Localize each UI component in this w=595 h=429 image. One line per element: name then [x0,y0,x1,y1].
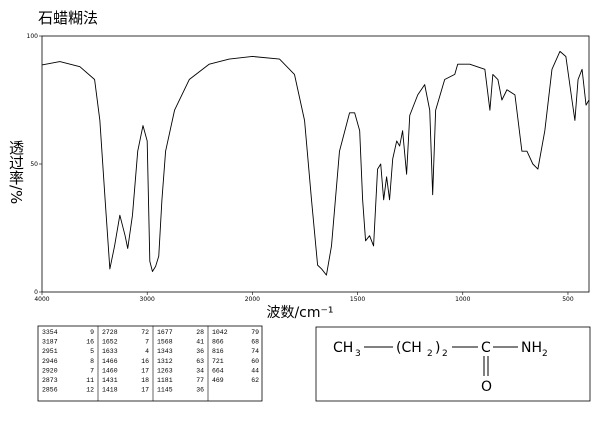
x-tick-label: 2000 [245,296,260,303]
atom: O [481,379,492,395]
peak-transmittance: 34 [196,367,204,374]
peak-transmittance: 28 [196,329,204,336]
peak-wavenumber: 3187 [42,339,58,346]
peak-wavenumber: 3354 [42,329,58,336]
peak-wavenumber: 1431 [102,377,118,384]
peak-wavenumber: 1145 [157,387,173,394]
y-tick-label: 100 [27,33,39,40]
peak-transmittance: 12 [86,387,94,394]
peak-wavenumber: 2873 [42,377,58,384]
chart-title: 石蜡糊法 [38,9,98,27]
peak-wavenumber: 1652 [102,339,118,346]
peak-transmittance: 17 [141,367,149,374]
peak-wavenumber: 1418 [102,387,118,394]
peak-wavenumber: 1633 [102,348,118,355]
peak-transmittance: 60 [251,358,259,365]
peak-transmittance: 7 [90,367,94,374]
peak-transmittance: 77 [196,377,204,384]
y-tick-label: 50 [30,161,38,168]
atom: (CH [396,340,422,356]
peak-wavenumber: 469 [212,377,224,384]
atom-sub: 2 [427,349,433,359]
peak-transmittance: 17 [141,387,149,394]
peak-transmittance: 5 [90,348,94,355]
peak-transmittance: 74 [251,348,259,355]
peak-wavenumber: 1343 [157,348,173,355]
peak-transmittance: 62 [251,377,259,384]
x-tick-label: 1000 [455,296,470,303]
peak-wavenumber: 2951 [42,348,58,355]
y-axis-label: 透过率/% [7,140,25,204]
peak-transmittance: 16 [86,339,94,346]
peak-wavenumber: 2920 [42,367,58,374]
x-axis-label: 波数/cm⁻¹ [266,305,333,321]
peak-wavenumber: 866 [212,339,224,346]
spectrum-line [41,50,590,276]
atom: CH [333,340,353,356]
structure: CH 3 (CH 2 ) 2 C O NH 2 [333,340,548,395]
atom-sub: 2 [442,349,448,359]
atom-sub: 2 [542,349,548,359]
peak-transmittance: 63 [196,358,204,365]
peak-transmittance: 11 [86,377,94,384]
peak-table-frame [37,325,263,402]
peak-transmittance: 18 [141,377,149,384]
peak-wavenumber: 1181 [157,377,173,384]
peak-wavenumber: 1677 [157,329,173,336]
atom: ) [435,340,440,356]
peak-transmittance: 7 [145,339,149,346]
peak-transmittance: 79 [251,329,259,336]
peak-wavenumber: 1568 [157,339,173,346]
x-tick-label: 500 [562,296,574,303]
peak-transmittance: 4 [145,348,149,355]
peak-wavenumber: 1042 [212,329,228,336]
atom: NH [521,340,542,356]
structure-frame [315,326,591,402]
peak-transmittance: 8 [90,358,94,365]
peak-wavenumber: 664 [212,367,224,374]
atom: C [481,340,491,356]
peak-transmittance: 72 [141,329,149,336]
plot-frame [41,35,590,293]
peak-wavenumber: 1460 [102,367,118,374]
x-tick-label: 3000 [140,296,155,303]
atom-sub: 3 [355,349,361,359]
x-tick-label: 1500 [350,296,365,303]
peak-wavenumber: 2856 [42,387,58,394]
peak-transmittance: 44 [251,367,259,374]
peak-wavenumber: 1312 [157,358,173,365]
peak-transmittance: 16 [141,358,149,365]
peak-transmittance: 68 [251,339,259,346]
peak-wavenumber: 1263 [157,367,173,374]
peak-wavenumber: 1466 [102,358,118,365]
peak-wavenumber: 2946 [42,358,58,365]
peak-wavenumber: 2728 [102,329,118,336]
peak-wavenumber: 721 [212,358,224,365]
peak-transmittance: 9 [90,329,94,336]
x-tick-label: 4000 [34,296,49,303]
y-tick-label: 0 [34,289,38,296]
peak-transmittance: 36 [196,387,204,394]
peak-transmittance: 36 [196,348,204,355]
peak-wavenumber: 816 [212,348,224,355]
peak-transmittance: 41 [196,339,204,346]
